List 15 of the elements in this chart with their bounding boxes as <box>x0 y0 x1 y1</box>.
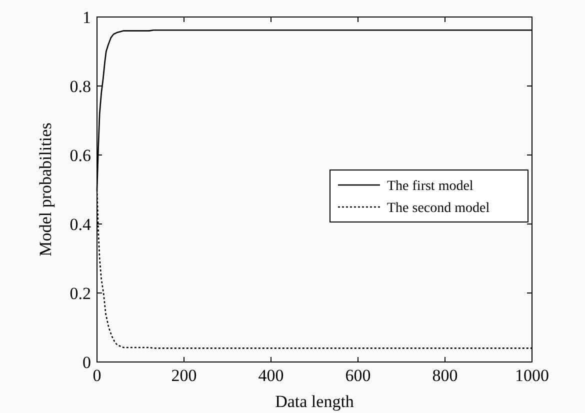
y-tick-label: 0.8 <box>70 77 91 96</box>
x-tick-label: 600 <box>345 366 371 385</box>
x-axis-title: Data length <box>275 392 354 411</box>
x-tick-label: 1000 <box>515 366 549 385</box>
y-tick-label: 0.6 <box>70 146 91 165</box>
legend-label: The second model <box>387 201 490 216</box>
y-tick-label: 1 <box>82 8 91 27</box>
y-tick-label: 0 <box>82 353 91 372</box>
x-tick-label: 400 <box>258 366 284 385</box>
y-tick-label: 0.4 <box>70 215 92 234</box>
y-tick-label: 0.2 <box>70 284 91 303</box>
x-tick-label: 800 <box>432 366 458 385</box>
x-tick-label: 200 <box>171 366 197 385</box>
legend-label: The first model <box>387 179 474 194</box>
y-axis-title: Model probabilities <box>36 122 55 256</box>
